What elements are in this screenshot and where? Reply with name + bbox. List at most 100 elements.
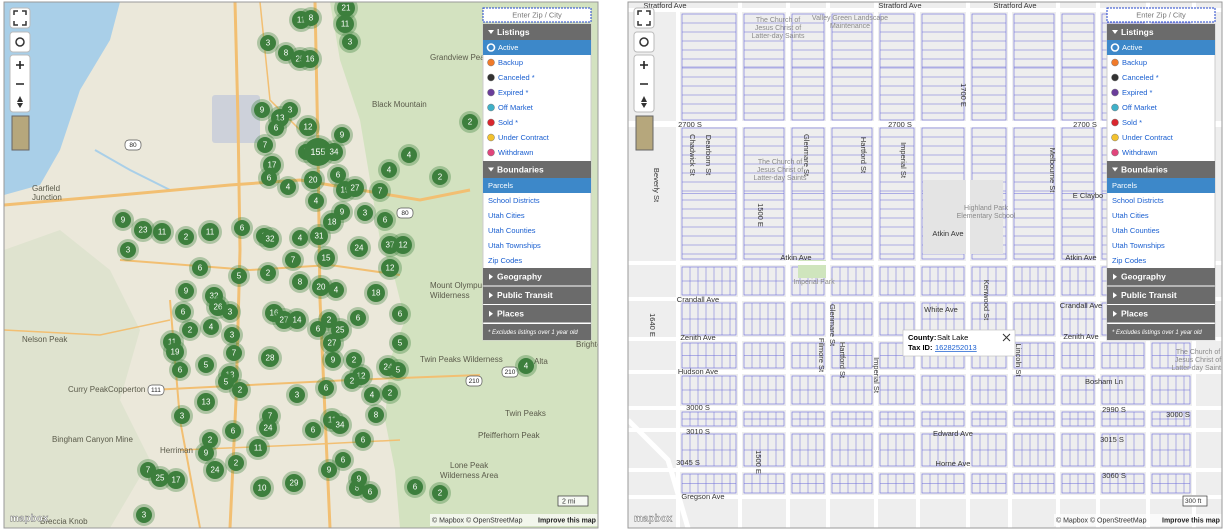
cluster[interactable] xyxy=(346,179,364,197)
cluster[interactable] xyxy=(372,183,388,199)
cluster[interactable] xyxy=(312,278,330,296)
map-button[interactable] xyxy=(9,31,31,53)
cluster[interactable] xyxy=(305,422,321,438)
cluster[interactable] xyxy=(275,311,293,329)
cluster[interactable] xyxy=(289,387,305,403)
cluster[interactable] xyxy=(218,374,234,390)
cluster[interactable] xyxy=(337,0,355,17)
cluster[interactable] xyxy=(382,385,398,401)
cluster[interactable] xyxy=(331,321,349,339)
cluster[interactable] xyxy=(331,416,349,434)
cluster[interactable] xyxy=(323,213,341,231)
boundary-option[interactable]: Parcels xyxy=(488,181,513,190)
cluster[interactable] xyxy=(202,432,218,448)
map-button[interactable] xyxy=(633,31,655,53)
cluster[interactable] xyxy=(263,156,281,174)
cluster[interactable] xyxy=(285,252,301,268)
cluster[interactable] xyxy=(224,327,240,343)
cluster[interactable] xyxy=(175,304,191,320)
boundary-option[interactable]: School Districts xyxy=(1112,196,1164,205)
parcel-map[interactable]: Stratford Ave Stratford Ave Stratford Ave 2… xyxy=(628,1,1225,528)
panel-header[interactable] xyxy=(483,305,591,323)
cluster[interactable] xyxy=(308,193,324,209)
cluster[interactable] xyxy=(321,312,337,328)
listing-option[interactable]: Sold * xyxy=(498,118,518,127)
cluster[interactable] xyxy=(317,249,335,267)
listing-option[interactable]: Under Contract xyxy=(1122,133,1174,142)
listing-option[interactable]: Canceled * xyxy=(498,73,535,82)
cluster[interactable] xyxy=(151,469,169,487)
cluster[interactable] xyxy=(342,34,358,50)
cluster[interactable] xyxy=(323,334,341,352)
region-map[interactable]: Grandview Peak Black Mountain GarfieldJunc… xyxy=(4,0,602,528)
cluster[interactable] xyxy=(257,137,273,153)
cluster[interactable] xyxy=(228,455,244,471)
cluster[interactable] xyxy=(350,310,366,326)
boundary-option[interactable]: Utah Townships xyxy=(488,241,541,250)
cluster[interactable] xyxy=(253,479,271,497)
cluster[interactable] xyxy=(226,345,242,361)
cluster[interactable] xyxy=(377,212,393,228)
popup[interactable] xyxy=(902,329,1016,357)
cluster[interactable] xyxy=(254,102,270,118)
cluster[interactable] xyxy=(198,357,214,373)
popup-close[interactable] xyxy=(1002,333,1011,342)
cluster[interactable] xyxy=(167,471,185,489)
cluster[interactable] xyxy=(518,358,534,374)
boundary-option[interactable]: Zip Codes xyxy=(1112,256,1146,265)
listing-option[interactable]: Expired * xyxy=(1122,88,1153,97)
cluster[interactable] xyxy=(462,114,478,130)
cluster[interactable] xyxy=(318,380,334,396)
listing-option[interactable]: Off Market xyxy=(1122,103,1158,112)
cluster[interactable] xyxy=(292,230,308,246)
cluster[interactable] xyxy=(381,162,397,178)
cluster[interactable] xyxy=(362,484,378,500)
listing-option[interactable]: Off Market xyxy=(498,103,534,112)
cluster[interactable] xyxy=(192,260,208,276)
listing-option[interactable]: Active xyxy=(498,43,518,52)
cluster[interactable] xyxy=(222,304,238,320)
cluster[interactable] xyxy=(350,239,368,257)
cluster[interactable] xyxy=(328,282,344,298)
search-box[interactable] xyxy=(482,7,592,23)
cluster[interactable] xyxy=(259,419,277,437)
cluster[interactable] xyxy=(392,306,408,322)
cluster[interactable] xyxy=(394,236,412,254)
improve-link[interactable]: Improve this map xyxy=(1162,517,1220,524)
panel-header[interactable] xyxy=(1107,268,1215,286)
popup-link[interactable]: 1628252013 xyxy=(935,343,977,352)
cluster[interactable] xyxy=(330,167,346,183)
cluster[interactable] xyxy=(201,223,219,241)
boundary-option[interactable]: Utah Cities xyxy=(488,211,525,220)
cluster[interactable] xyxy=(310,321,326,337)
cluster[interactable] xyxy=(260,35,276,51)
cluster[interactable] xyxy=(261,170,277,186)
cluster[interactable] xyxy=(134,221,152,239)
cluster[interactable] xyxy=(153,223,171,241)
panel-header[interactable] xyxy=(1107,24,1215,40)
boundary-option[interactable]: Utah Cities xyxy=(1112,211,1149,220)
cluster[interactable] xyxy=(249,439,267,457)
improve-link[interactable]: Improve this map xyxy=(538,517,596,524)
cluster[interactable] xyxy=(178,229,194,245)
boundary-option[interactable]: Utah Townships xyxy=(1112,241,1165,250)
cluster[interactable] xyxy=(206,461,224,479)
listing-option[interactable]: Expired * xyxy=(498,88,529,97)
cluster[interactable] xyxy=(280,179,296,195)
cluster[interactable] xyxy=(381,259,399,277)
listing-option[interactable]: Active xyxy=(1122,43,1142,52)
cluster[interactable] xyxy=(301,50,319,68)
panel-header[interactable] xyxy=(483,286,591,305)
search-box[interactable] xyxy=(1106,7,1216,23)
cluster[interactable] xyxy=(136,507,152,523)
cluster[interactable] xyxy=(178,283,194,299)
boundary-option[interactable]: School Districts xyxy=(488,196,540,205)
cluster[interactable] xyxy=(344,373,360,389)
cluster[interactable] xyxy=(261,230,279,248)
cluster[interactable] xyxy=(120,242,136,258)
boundary-option[interactable]: Zip Codes xyxy=(488,256,522,265)
panel-header[interactable] xyxy=(483,24,591,40)
cluster[interactable] xyxy=(392,335,408,351)
cluster[interactable] xyxy=(310,227,328,245)
cluster[interactable] xyxy=(260,265,276,281)
